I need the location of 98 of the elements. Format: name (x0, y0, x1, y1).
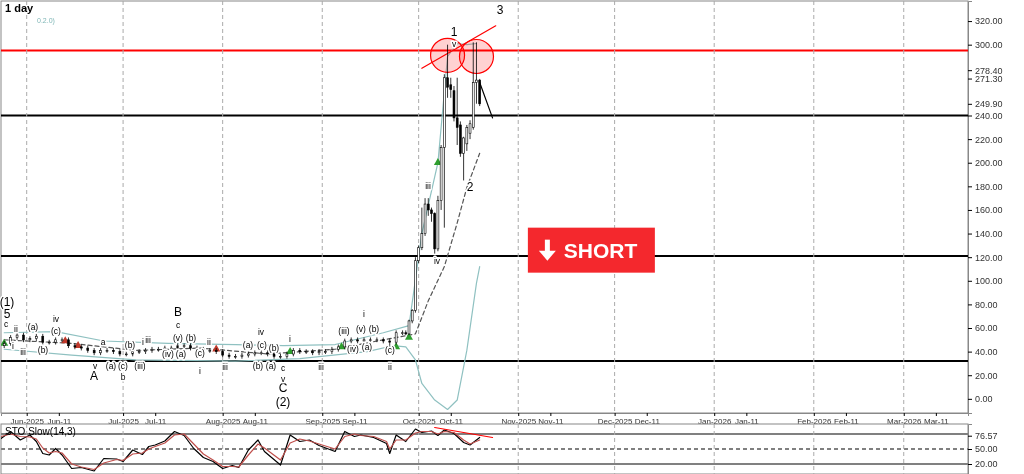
annotation: (a) (361, 342, 373, 353)
annotation: a (100, 337, 106, 348)
annotation: (c) (257, 340, 268, 351)
y-tick-label: 20.00 (975, 459, 998, 470)
annotation: iii (318, 362, 324, 373)
y-tick-label: 300.00 (975, 40, 1003, 51)
annotation: ii (14, 324, 18, 335)
annotation: (iii) (134, 361, 146, 372)
annotation: (v) (173, 333, 184, 344)
x-tick-label: Feb-2026 (797, 416, 832, 426)
annotation: 3 (496, 3, 504, 18)
x-tick-label: Jan-11 (734, 416, 760, 426)
y-tick-label: 140.00 (975, 228, 1003, 239)
annotation: (a) (242, 340, 254, 351)
x-tick-label: Sep-11 (342, 416, 369, 426)
annotation: (b) (368, 324, 380, 335)
x-tick-label: Aug-11 (242, 416, 269, 426)
x-tick-label: Oct-2025 (402, 416, 437, 426)
annotation: 5 (3, 307, 11, 322)
annotation: iii (20, 347, 26, 358)
annotation: i (289, 334, 292, 345)
x-tick-label: Sep-2025 (305, 416, 341, 426)
annotation: iv (433, 256, 441, 267)
annotation: i (199, 366, 202, 377)
annotation: (iii) (338, 326, 350, 337)
annotation: (c) (385, 345, 396, 356)
annotation: iv (257, 327, 265, 338)
annotation: (iv) (162, 349, 175, 360)
annotation: ii (207, 337, 211, 348)
y-tick-label: 76.57 (975, 431, 998, 442)
annotation: B (173, 305, 183, 320)
annotation: iii (145, 335, 151, 346)
x-tick-label: Jun-2025 (10, 416, 45, 426)
annotation: iii (425, 181, 431, 192)
x-tick-label: Jul-2025 (108, 416, 140, 426)
y-tick-label: 180.00 (975, 181, 1003, 192)
annotation: (2) (275, 395, 291, 410)
x-tick-label: Nov-2025 (501, 416, 537, 426)
y-tick-label: 120.00 (975, 252, 1003, 263)
y-tick-label: 60.00 (975, 323, 998, 334)
x-tick-label: Mar-2026 (887, 416, 922, 426)
x-tick-label: Jul-11 (145, 416, 167, 426)
x-tick-label: Mar-11 (924, 416, 950, 426)
annotation: (b) (124, 340, 136, 351)
y-tick-label: 160.00 (975, 205, 1003, 216)
annotation: v (92, 361, 98, 372)
x-tick-label: Nov-11 (538, 416, 564, 426)
annotation: (c) (118, 361, 129, 372)
annotation: (b) (268, 343, 280, 354)
annotation: 2 (466, 180, 474, 195)
annotation: (a) (105, 361, 117, 372)
annotation: v (451, 39, 457, 50)
annotation: (b) (37, 345, 49, 356)
chart-title: 1 day (5, 2, 35, 14)
annotation: i (142, 337, 145, 348)
y-tick-label: 249.90 (975, 99, 1003, 110)
y-tick-label: 220.00 (975, 134, 1003, 145)
annotation: (v) (356, 324, 367, 335)
annotation: i (363, 309, 366, 320)
y-tick-label: 0.00 (975, 394, 993, 405)
x-tick-label: Dec-2025 (597, 416, 634, 426)
annotation: (c) (51, 326, 62, 337)
annotation: iv (52, 314, 60, 325)
annotation: b (120, 372, 126, 383)
annotation: (1) (0, 295, 15, 310)
annotation: (iv) (347, 344, 360, 355)
annotation: i (12, 341, 15, 352)
annotation: (a) (265, 361, 277, 372)
x-tick-label: Feb-11 (834, 416, 860, 426)
annotation: (b) (252, 361, 264, 372)
y-tick-label: 80.00 (975, 299, 998, 310)
annotation: c (3, 319, 9, 330)
y-tick-label: 200.00 (975, 158, 1003, 169)
y-tick-label: 240.00 (975, 110, 1003, 121)
x-tick-label: Oct-11 (439, 416, 464, 426)
annotation: (b) (185, 333, 197, 344)
y-tick-label: 40.00 (975, 346, 998, 357)
y-tick-label: 278.40 (975, 65, 1003, 76)
annotation: c (175, 320, 181, 331)
x-tick-label: Jan-2026 (698, 416, 732, 426)
annotation: iii (222, 362, 228, 373)
annotation: c (280, 363, 286, 374)
y-tick-label: 20.00 (975, 370, 998, 381)
annotation: A (89, 369, 99, 384)
annotation: (a) (27, 322, 39, 333)
annotation: ii (388, 362, 392, 373)
x-tick-label: Jun-11 (47, 416, 72, 426)
y-tick-label: 320.00 (975, 16, 1003, 27)
annotation: SHORT (563, 238, 638, 262)
y-tick-label: 50.00 (975, 444, 998, 455)
x-tick-label: Dec-11 (634, 416, 661, 426)
x-tick-label: Aug-2025 (205, 416, 242, 426)
y-tick-label: 100.00 (975, 276, 1003, 287)
y-tick-label: 271.30 (975, 73, 1003, 84)
annotation: (c) (195, 348, 206, 359)
chart-title: STO Slow(14,3) (5, 426, 76, 437)
annotation: (a) (175, 349, 187, 360)
annotation: 1 (450, 25, 458, 40)
